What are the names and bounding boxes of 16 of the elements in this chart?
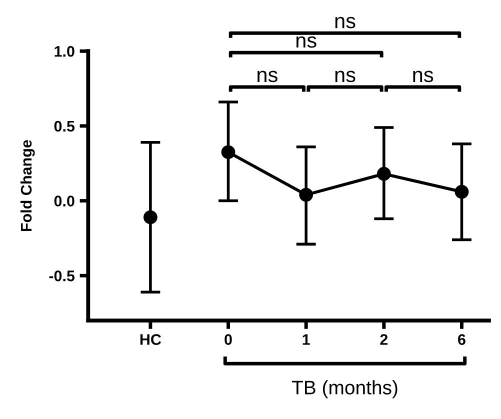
text: ns <box>296 36 316 48</box>
y-tick-label: 1.0 <box>54 46 74 57</box>
x-tick-label: HC <box>140 334 162 345</box>
y-tick-label: -0.5 <box>49 270 75 282</box>
x-axis-title: TB (months) <box>292 380 398 398</box>
annotation: ns <box>258 70 278 82</box>
x-tick-label: 0 <box>224 334 232 345</box>
text: ns <box>335 16 356 28</box>
x-tick-label: 2 <box>380 334 388 345</box>
y-axis-title: Fold Change <box>20 140 35 232</box>
x-tick-label: 6 <box>458 334 466 345</box>
x-tick-label: 1 <box>302 334 310 345</box>
y-tick-label: 0.0 <box>54 196 74 206</box>
y-tick-label: 0.5 <box>54 120 75 132</box>
annotation: ns <box>413 70 434 82</box>
annotation: ns <box>335 70 356 82</box>
